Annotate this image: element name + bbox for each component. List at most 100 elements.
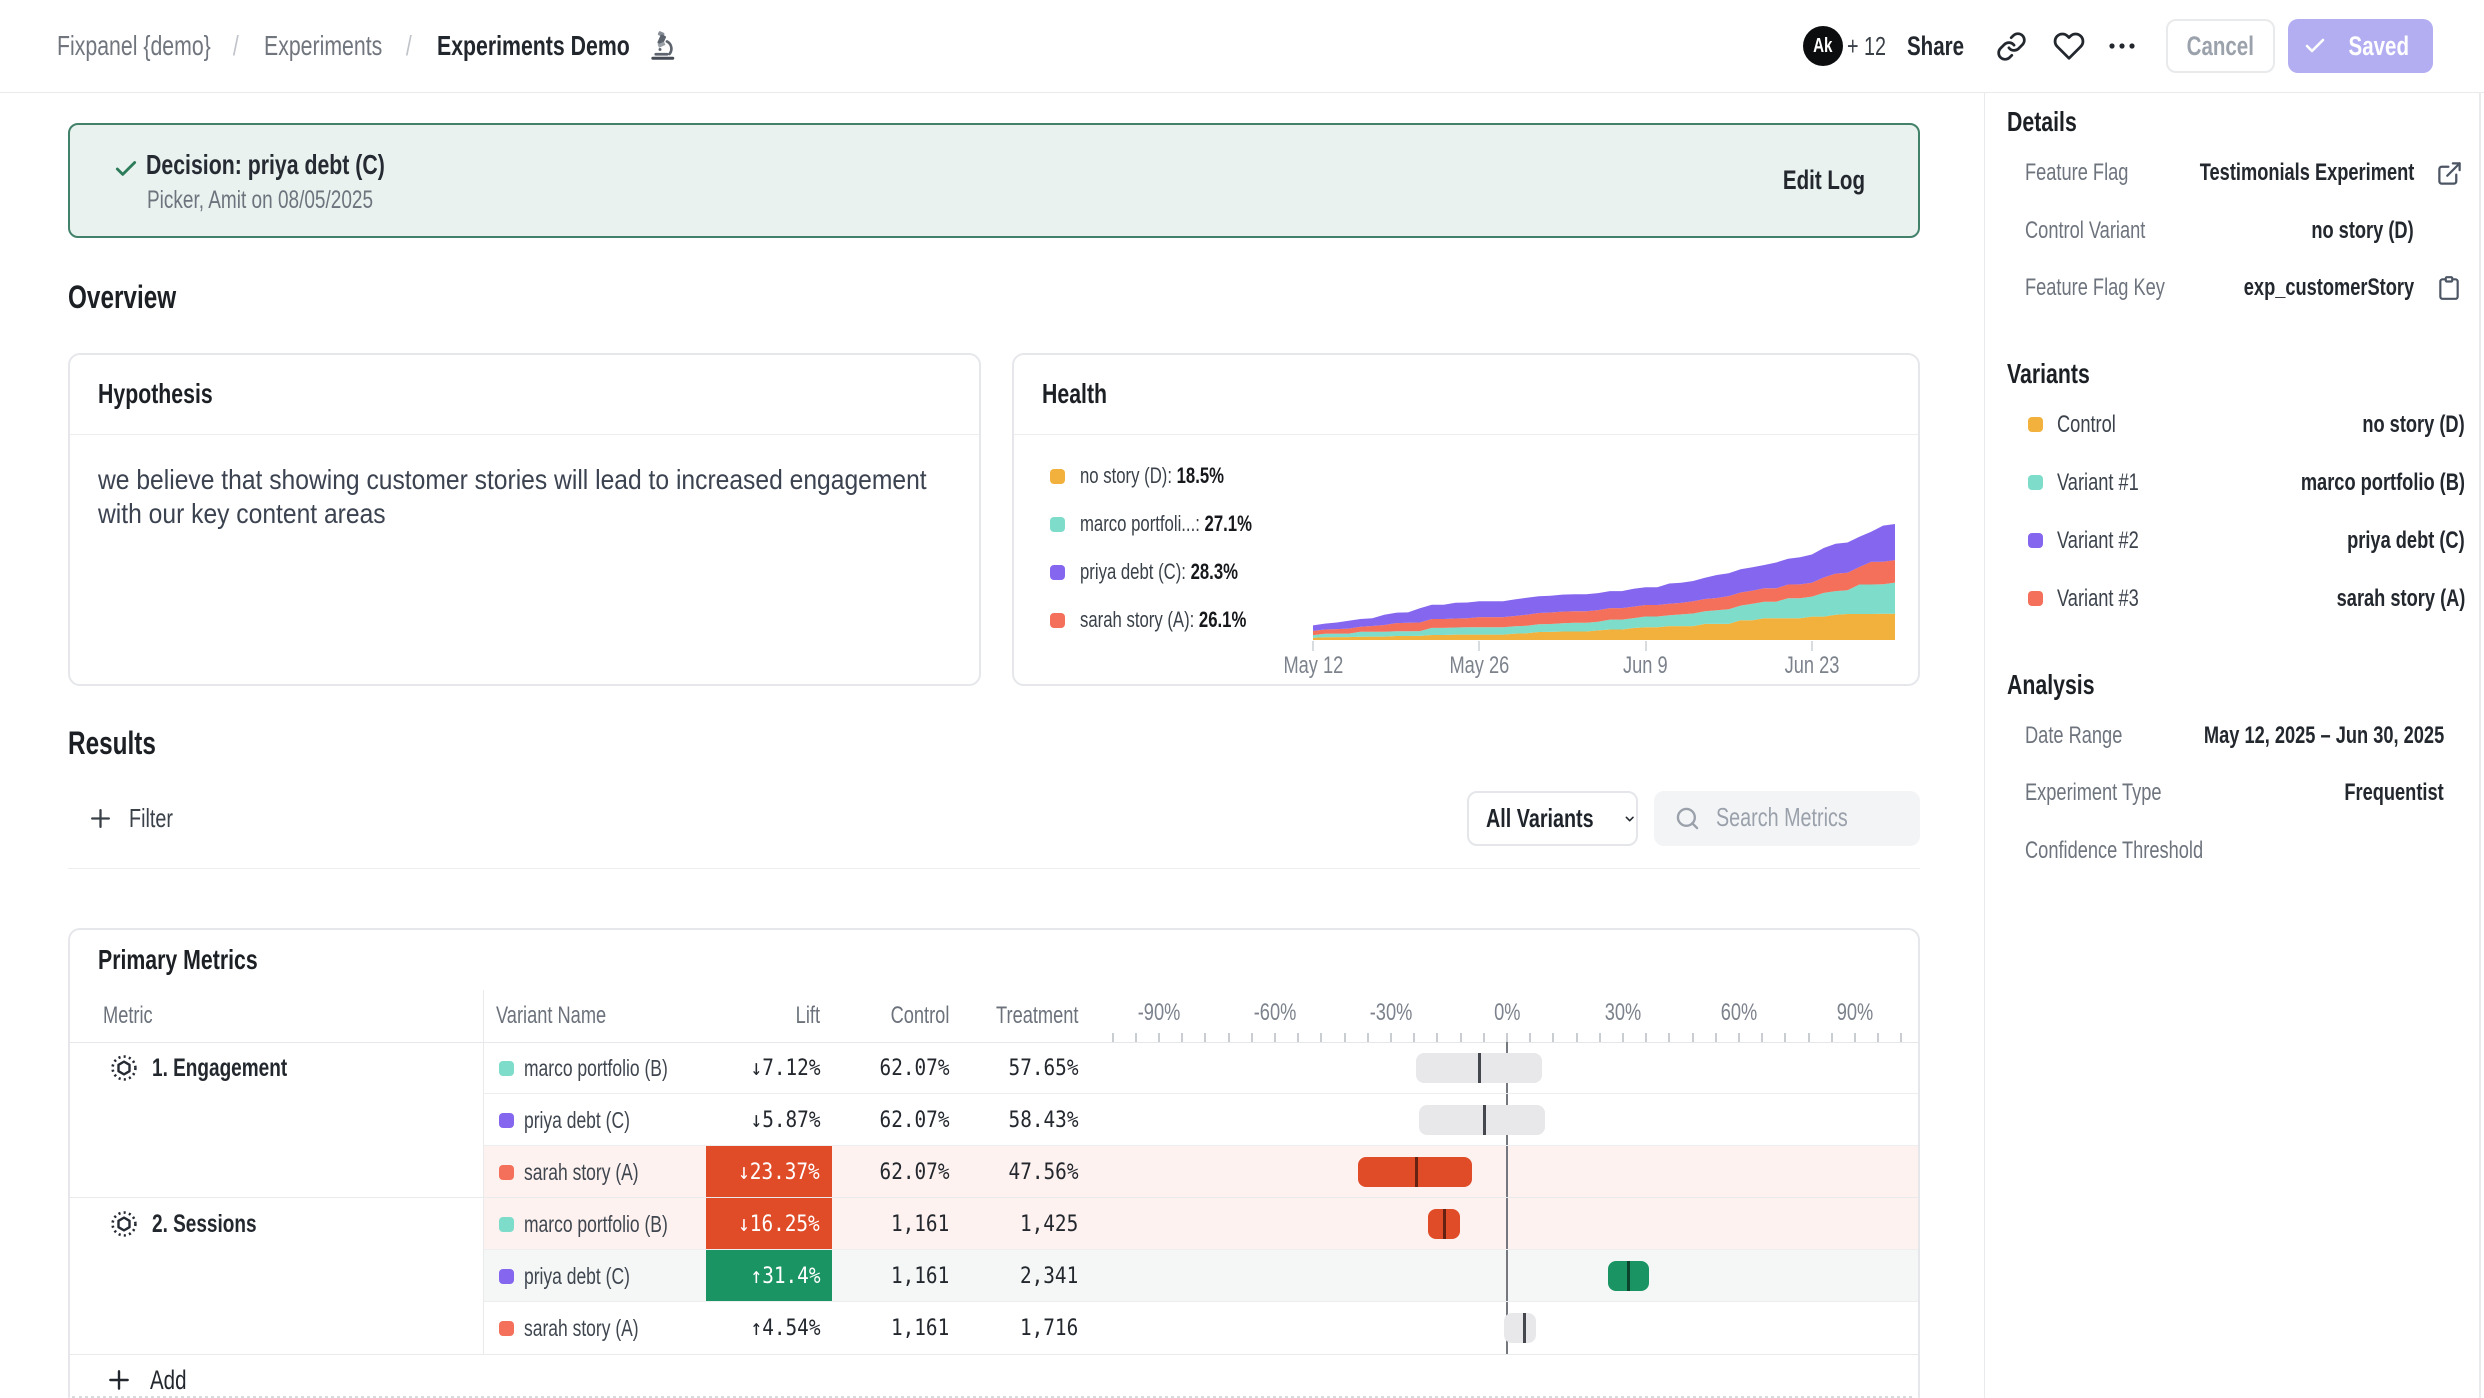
- variant-label: Variant #1: [2057, 469, 2139, 496]
- breadcrumb-current-page[interactable]: Experiments Demo: [437, 30, 630, 61]
- metric-row[interactable]: sarah story (A) ↓23.37% 62.07% 47.56%: [70, 1146, 1918, 1198]
- chevron-down-icon: [1625, 816, 1634, 821]
- legend-item[interactable]: no story (D): 18.5%: [1050, 461, 1270, 491]
- area-band-no-story-d-: [1313, 613, 1895, 640]
- metric-row[interactable]: 2. Sessions marco portfolio (B) ↓16.25% 1,1…: [70, 1198, 1918, 1250]
- hypothesis-text[interactable]: we believe that showing customer stories…: [98, 464, 927, 529]
- variant-value: sarah story (A): [2336, 585, 2465, 612]
- health-card-title: Health: [1042, 378, 1108, 409]
- x-tick-label: Jun 9: [1623, 652, 1668, 679]
- divider: [68, 868, 1920, 869]
- details-sidebar: Details Feature Flag Testimonials Experime…: [1986, 93, 2484, 1398]
- collaborators-overflow-count[interactable]: + 12: [1847, 30, 1887, 61]
- analysis-label: Experiment Type: [2025, 779, 2162, 806]
- health-card: Health no story (D): 18.5% marco portfoli…: [1012, 353, 1920, 686]
- add-filter-button[interactable]: Filter: [88, 791, 187, 846]
- axis-tick: [1877, 1033, 1880, 1042]
- axis-tick: [1552, 1033, 1555, 1042]
- metric-row[interactable]: priya debt (C) ↓5.87% 62.07% 58.43%: [70, 1094, 1918, 1146]
- axis-tick: [1320, 1033, 1323, 1042]
- decision-subtitle: Picker, Amit on 08/05/2025: [147, 186, 374, 214]
- x-tick: [1312, 641, 1314, 651]
- metric-name[interactable]: 2. Sessions: [152, 1209, 257, 1238]
- breadcrumb-project[interactable]: Fixpanel {demo}: [57, 30, 211, 61]
- area-band-marco-portfolio-b-: [1313, 582, 1895, 638]
- legend-item[interactable]: sarah story (A): 26.1%: [1050, 605, 1299, 635]
- variant-name: sarah story (A): [524, 1314, 639, 1341]
- column-header-treatment: Treatment: [995, 1002, 1078, 1029]
- legend-item[interactable]: priya debt (C): 28.3%: [1050, 557, 1288, 587]
- metric-row[interactable]: 1. Engagement marco portfolio (B) ↓7.12% 62…: [70, 1042, 1918, 1094]
- details-value: no story (D): [2311, 217, 2414, 244]
- ci-median-line: [1482, 1105, 1486, 1135]
- axis-tick: [1575, 1033, 1578, 1042]
- variant-swatch: [499, 1216, 514, 1232]
- variant-name: marco portfolio (B): [524, 1210, 668, 1237]
- top-bar: Fixpanel {demo} / Experiments / Experime…: [0, 0, 2484, 93]
- legend-item[interactable]: marco portfoli...: 27.1%: [1050, 509, 1306, 539]
- ci-bar: [1418, 1105, 1545, 1135]
- more-options-icon[interactable]: [2107, 0, 2137, 92]
- axis-label: -30%: [1369, 999, 1413, 1026]
- add-metric-button[interactable]: Add: [70, 1354, 1918, 1398]
- axis-label: 30%: [1604, 999, 1642, 1026]
- avatar[interactable]: Ak: [1803, 26, 1843, 66]
- x-tick: [1478, 641, 1481, 651]
- search-metrics-input[interactable]: Search Metrics: [1654, 791, 1920, 846]
- variant-swatch: [499, 1112, 514, 1128]
- ci-median-line: [1477, 1053, 1481, 1083]
- favorite-heart-icon[interactable]: [2053, 0, 2085, 92]
- legend-value: 28.3%: [1190, 559, 1238, 584]
- legend-label: no story (D): 18.5%: [1080, 463, 1225, 488]
- legend-swatch: [1050, 468, 1065, 484]
- analysis-label: Date Range: [2025, 722, 2123, 749]
- control-value: 1,161: [890, 1263, 949, 1289]
- axis-tick: [1482, 1033, 1485, 1042]
- control-value: 62.07%: [879, 1055, 949, 1081]
- analysis-value: Frequentist: [2344, 779, 2444, 806]
- column-divider: [483, 990, 484, 1354]
- variant-label: Control: [2057, 411, 2116, 438]
- check-icon: [2305, 38, 2325, 53]
- ci-bar: [1357, 1157, 1473, 1187]
- breadcrumb-experiments[interactable]: Experiments: [264, 30, 383, 61]
- axis-tick: [1204, 1033, 1207, 1042]
- copy-icon[interactable]: [2436, 271, 2462, 305]
- control-value: 62.07%: [879, 1107, 949, 1133]
- axis-tick: [1854, 1033, 1856, 1042]
- copy-link-icon[interactable]: [1996, 0, 2027, 92]
- column-header-variant: Variant Name: [496, 1002, 607, 1029]
- metric-row[interactable]: sarah story (A) ↑4.54% 1,161 1,716: [70, 1302, 1918, 1354]
- legend-value: 26.1%: [1198, 607, 1247, 632]
- treatment-value: 2,341: [1019, 1263, 1078, 1289]
- variant-cell: sarah story (A): [499, 1146, 675, 1198]
- variant-swatch: [2028, 475, 2043, 490]
- control-value: 1,161: [890, 1315, 949, 1341]
- details-value[interactable]: Testimonials Experiment: [2199, 159, 2414, 186]
- control-value: 62.07%: [879, 1159, 949, 1185]
- lift-value: ↑4.54%: [750, 1315, 820, 1341]
- variant-swatch: [499, 1320, 514, 1336]
- lift-value: ↓23.37%: [738, 1159, 820, 1185]
- metric-name[interactable]: 1. Engagement: [152, 1053, 288, 1082]
- axis-tick: [1668, 1033, 1671, 1042]
- variant-name: priya debt (C): [524, 1262, 630, 1289]
- external-link-icon[interactable]: [2436, 156, 2463, 190]
- cancel-button[interactable]: Cancel: [2166, 19, 2275, 73]
- ci-median-line: [1415, 1157, 1419, 1187]
- axis-tick: [1390, 1033, 1392, 1042]
- ci-bar: [1427, 1209, 1460, 1239]
- axis-tick: [1506, 1033, 1508, 1042]
- details-label: Feature Flag: [2025, 159, 2129, 186]
- edit-log-button[interactable]: Edit Log: [1782, 165, 1865, 195]
- axis-tick: [1111, 1033, 1114, 1042]
- plus-icon: [109, 1370, 129, 1390]
- variant-cell: priya debt (C): [499, 1094, 663, 1146]
- lift-highlight-cell: [706, 1146, 832, 1198]
- variant-swatch: [2028, 417, 2043, 432]
- variant-filter-dropdown[interactable]: All Variants: [1467, 791, 1638, 846]
- share-button[interactable]: Share: [1907, 30, 1965, 61]
- saved-button[interactable]: Saved: [2288, 19, 2433, 73]
- metric-row[interactable]: priya debt (C) ↑31.4% 1,161 2,341: [70, 1250, 1918, 1302]
- details-value[interactable]: exp_customerStory: [2243, 274, 2414, 301]
